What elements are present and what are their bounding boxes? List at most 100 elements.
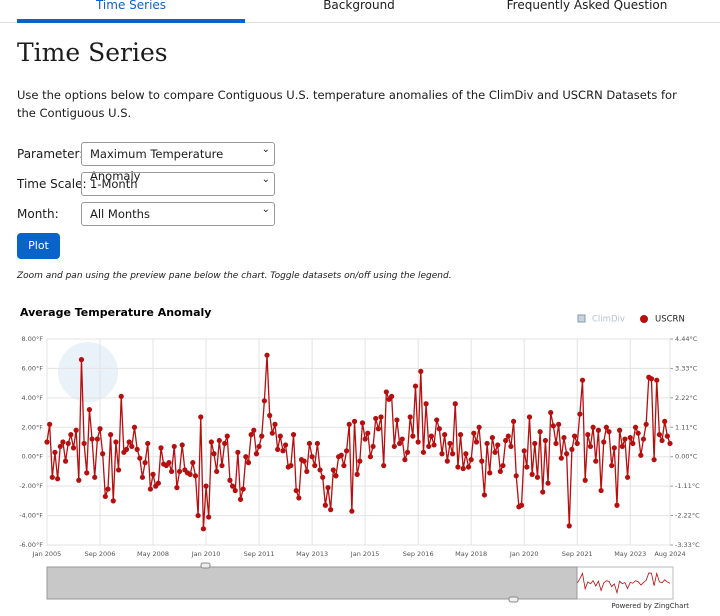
data-point	[606, 429, 612, 435]
data-point	[404, 449, 411, 455]
data-point	[245, 460, 252, 466]
data-point	[243, 454, 249, 460]
data-point	[534, 474, 541, 480]
data-point	[450, 451, 456, 457]
data-point	[662, 418, 668, 424]
data-point	[198, 414, 204, 420]
data-point	[577, 411, 583, 417]
data-point	[84, 470, 90, 476]
chart-title: Average Temperature Anomaly	[20, 306, 211, 319]
data-point	[253, 451, 260, 457]
data-point	[147, 486, 153, 492]
data-point	[362, 436, 368, 442]
data-point	[391, 443, 397, 450]
y-tick-label: -4.00°F	[19, 512, 43, 520]
data-point	[407, 414, 413, 420]
data-point	[410, 433, 416, 439]
data-point	[211, 451, 217, 457]
data-point	[622, 436, 628, 442]
preview-mask	[46, 566, 578, 600]
data-point	[216, 437, 222, 444]
data-point	[237, 496, 244, 502]
data-point	[224, 433, 230, 439]
select[interactable]: Maximum Temperature Anomaly	[81, 139, 275, 183]
data-point	[439, 451, 445, 457]
data-point	[370, 443, 376, 450]
data-point	[102, 493, 108, 500]
data-point	[78, 357, 85, 363]
data-point	[495, 442, 501, 448]
data-point	[179, 442, 185, 448]
data-point	[564, 451, 570, 457]
data-point	[585, 432, 591, 438]
data-point	[317, 467, 323, 473]
data-point	[465, 464, 472, 470]
data-point	[282, 442, 289, 448]
data-point	[272, 421, 278, 427]
data-point	[150, 471, 156, 477]
data-point	[590, 424, 596, 430]
tab[interactable]: Frequently Asked Question	[506, 0, 668, 12]
x-tick-label: Jan 2005	[32, 550, 62, 558]
data-point	[100, 451, 106, 457]
data-point	[214, 468, 220, 475]
y-tick-label: -6.00°F	[19, 541, 43, 549]
data-point	[325, 485, 331, 491]
data-point	[521, 448, 527, 454]
data-point	[550, 423, 556, 429]
select[interactable]: 1-Month	[81, 169, 275, 196]
data-point	[166, 460, 172, 466]
data-point	[532, 440, 538, 447]
data-point	[598, 487, 604, 494]
legend-label: USCRN	[655, 315, 685, 325]
y-tick-label: 2.00°F	[22, 423, 44, 431]
legend-marker[interactable]	[640, 315, 648, 323]
x-tick-label: Sep 2011	[244, 550, 275, 558]
data-point	[526, 414, 533, 420]
preview-handle[interactable]	[200, 562, 211, 569]
data-point	[412, 383, 419, 389]
data-point	[126, 439, 132, 445]
data-point	[365, 430, 371, 436]
data-point	[49, 474, 55, 480]
data-point	[601, 439, 607, 445]
data-point	[322, 502, 328, 508]
plot-button[interactable]: Plot	[17, 233, 60, 259]
data-point	[452, 401, 458, 407]
y2-tick-label: 0.00°C	[675, 453, 698, 461]
data-point	[632, 424, 639, 430]
tab[interactable]: Time Series	[17, 0, 245, 23]
data-point	[396, 440, 403, 447]
tab[interactable]: Background	[323, 0, 395, 12]
legend-marker[interactable]	[577, 314, 586, 323]
data-point	[115, 467, 122, 473]
field-label: Month:	[17, 207, 59, 221]
data-point	[55, 476, 61, 482]
data-point	[208, 439, 214, 445]
data-point	[73, 427, 79, 433]
x-tick-label: May 2008	[137, 550, 169, 558]
field-label: Time Scale:	[17, 177, 87, 191]
data-point	[426, 443, 432, 450]
data-point	[455, 464, 461, 470]
data-point	[460, 465, 466, 472]
data-point	[471, 430, 477, 436]
data-point	[296, 495, 302, 501]
data-point	[92, 474, 98, 480]
data-point	[553, 440, 559, 447]
data-point	[235, 449, 241, 455]
select[interactable]: All Months	[81, 199, 275, 226]
data-point	[349, 508, 355, 514]
data-point	[275, 446, 281, 452]
powered-by: Powered by ZingChart	[611, 602, 689, 610]
data-point	[354, 471, 360, 477]
data-point	[240, 486, 246, 492]
data-point	[500, 462, 506, 469]
data-point	[579, 377, 586, 383]
data-point	[195, 512, 201, 519]
data-point	[200, 526, 207, 532]
data-point	[97, 426, 103, 432]
data-point	[415, 439, 421, 445]
data-point	[529, 471, 535, 477]
preview-handle[interactable]	[508, 596, 519, 603]
